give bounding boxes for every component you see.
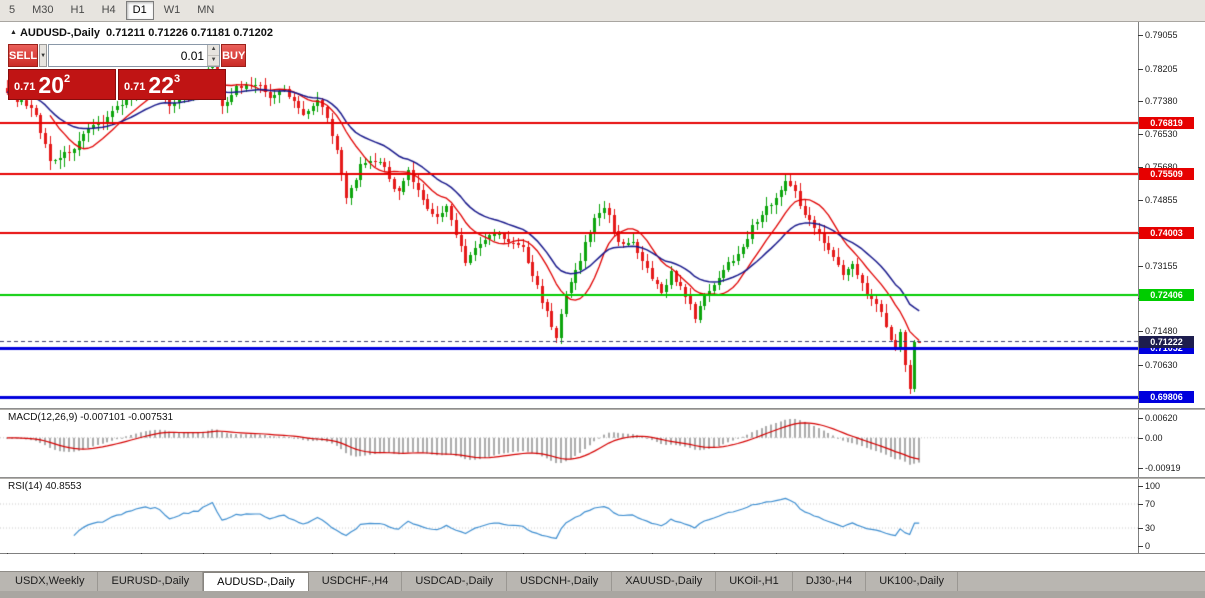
timeframe-mn[interactable]: MN: [197, 3, 215, 16]
price-axis-label: 0.75680: [1145, 162, 1178, 172]
time-axis-separator: [0, 553, 1205, 554]
rsi-axis-tick: [1138, 528, 1143, 529]
chart-title: ▲ AUDUSD-,Daily 0.71211 0.71226 0.71181 0.…: [10, 27, 273, 39]
timeframe-d1[interactable]: D1: [125, 0, 154, 21]
volume-field: ▲ ▼: [48, 44, 221, 67]
rsi-axis-label: 0: [1145, 541, 1151, 551]
price-axis-label: 0.78205: [1145, 63, 1178, 74]
chart-tab-usdcad-daily[interactable]: USDCAD-,Daily: [402, 572, 507, 591]
ask-price-prefix: 0.71: [124, 81, 146, 93]
ask-price-display[interactable]: 0.71 22 3: [118, 69, 226, 100]
price-axis-tick: [1138, 35, 1143, 37]
macd-indicator-label: MACD(12,26,9) -0.007101 -0.007531: [8, 412, 174, 423]
price-chart-canvas[interactable]: [0, 22, 1138, 553]
order-type-dropdown[interactable]: ▼: [39, 44, 48, 67]
level-price-badge: 0.72406: [1139, 289, 1194, 302]
chart-tab-usdcnh-daily[interactable]: USDCNH-,Daily: [507, 572, 613, 591]
price-axis-label: 0.71480: [1145, 326, 1178, 337]
buy-button[interactable]: BUY: [221, 44, 247, 67]
current-price-badge: 0.71222: [1139, 335, 1194, 348]
price-axis-label: 0.76530: [1145, 129, 1178, 140]
volume-spinner-up[interactable]: ▲: [208, 45, 220, 56]
chart-tab-usdx-weekly[interactable]: USDX,Weekly: [2, 572, 99, 591]
volume-input[interactable]: [49, 45, 208, 66]
price-axis-tick: [1138, 167, 1143, 169]
timeframe-h1[interactable]: H1: [70, 3, 85, 16]
bid-price-prefix: 0.71: [14, 81, 36, 93]
price-axis-label: 0.74855: [1145, 194, 1178, 205]
time-axis[interactable]: [0, 554, 1205, 571]
price-axis-label: 0.73155: [1145, 260, 1178, 271]
rsi-axis-tick: [1138, 546, 1143, 547]
bid-price-display[interactable]: 0.71 20 2: [8, 69, 116, 100]
volume-spinner: ▲ ▼: [207, 45, 220, 66]
price-axis-label: 0.70630: [1145, 359, 1178, 370]
price-axis-tick: [1138, 199, 1143, 201]
timeframe-w1[interactable]: W1: [163, 3, 181, 16]
macd-axis-tick: [1138, 467, 1143, 469]
sell-button[interactable]: SELL: [8, 44, 39, 67]
price-axis-tick: [1138, 265, 1143, 267]
level-price-badge: 0.69806: [1139, 390, 1194, 403]
price-axis-tick: [1138, 134, 1143, 136]
rsi-axis-label: 100: [1145, 481, 1161, 491]
price-axis-tick: [1138, 331, 1143, 333]
rsi-axis-label: 30: [1145, 523, 1156, 533]
chart-tab-xauusd-daily[interactable]: XAUUSD-,Daily: [612, 572, 717, 591]
macd-pane-splitter[interactable]: [0, 408, 1205, 410]
level-price-badge: 0.75509: [1139, 168, 1194, 181]
macd-axis-label: 0.00620: [1145, 412, 1178, 423]
level-price-badge: 0.76819: [1139, 116, 1194, 129]
bid-price-pipette: 2: [64, 73, 71, 85]
macd-axis-tick: [1138, 417, 1143, 419]
chart-ohlc-values: 0.71211 0.71226 0.71181 0.71202: [106, 27, 274, 39]
macd-axis-label: 0.00: [1145, 432, 1163, 443]
price-axis-separator: [1138, 22, 1139, 553]
level-price-badge: 0.74003: [1139, 226, 1194, 239]
chart-symbol-label: AUDUSD-,Daily: [19, 27, 101, 39]
macd-axis-label: -0.00919: [1145, 462, 1181, 473]
volume-spinner-down[interactable]: ▼: [208, 55, 220, 66]
chart-tab-bar: USDX,Weekly EURUSD-,Daily AUDUSD-,Daily USD…: [0, 571, 1205, 591]
price-axis-tick: [1138, 364, 1143, 366]
timeframe-m30[interactable]: M30: [32, 3, 54, 16]
chart-tab-dj30-h4[interactable]: DJ30-,H4: [793, 572, 867, 591]
rsi-axis-tick: [1138, 486, 1143, 487]
chart-tab-audusd-daily[interactable]: AUDUSD-,Daily: [203, 572, 309, 591]
rsi-indicator-label: RSI(14) 40.8553: [8, 481, 82, 492]
chart-tab-usdchf-h4[interactable]: USDCHF-,H4: [309, 572, 403, 591]
rsi-axis-tick: [1138, 504, 1143, 505]
chart-tab-ukoil-h1[interactable]: UKOil-,H1: [716, 572, 793, 591]
rsi-axis-label: 70: [1145, 499, 1156, 509]
price-axis-label: 0.77380: [1145, 95, 1178, 106]
timeframe-h4[interactable]: H4: [101, 3, 116, 16]
ask-price-pipette: 3: [174, 73, 181, 85]
ask-price-pips: 22: [148, 72, 175, 98]
price-axis-tick: [1138, 68, 1143, 70]
chart-tab-uk100-daily[interactable]: UK100-,Daily: [866, 572, 959, 591]
chart-tab-eurusd-daily[interactable]: EURUSD-,Daily: [98, 572, 204, 591]
one-click-trading-panel: SELL ▼ ▲ ▼ BUY 0.71 20 2 0.71 22 3: [8, 44, 247, 100]
window-bottom-edge: [0, 591, 1205, 598]
price-axis-label: 0.79055: [1145, 30, 1178, 41]
rsi-pane-splitter[interactable]: [0, 477, 1205, 479]
price-axis-tick: [1138, 100, 1143, 102]
timeframe-toolbar: 5 M30 H1 H4 D1 W1 MN: [0, 0, 1205, 22]
timeframe-5[interactable]: 5: [9, 3, 16, 16]
collapse-trade-panel-icon[interactable]: ▲: [10, 29, 17, 36]
bid-price-pips: 20: [38, 72, 65, 98]
macd-axis-tick: [1138, 437, 1143, 439]
